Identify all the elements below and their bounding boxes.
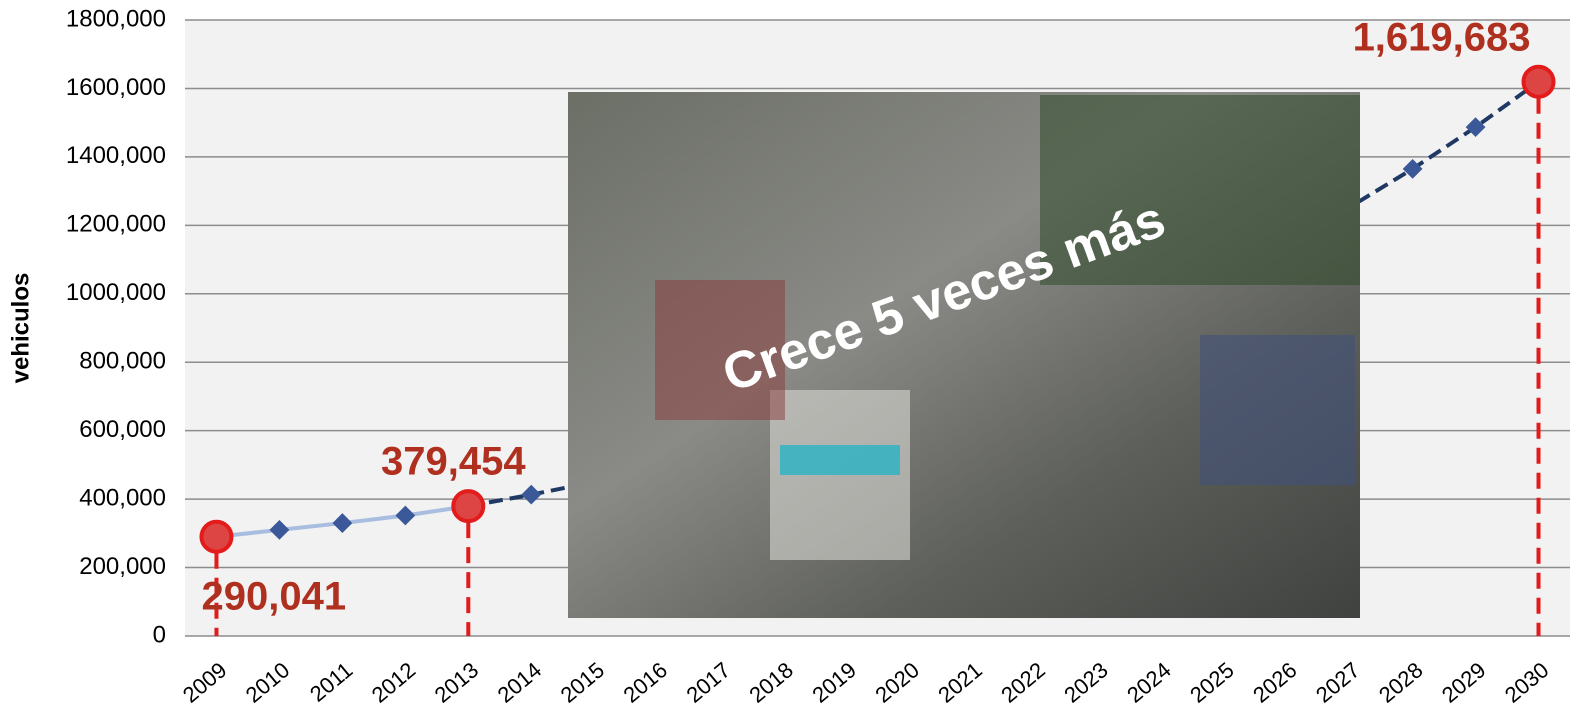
x-tick-label: 2020 bbox=[870, 657, 924, 708]
y-axis-label: vehiculos bbox=[7, 273, 34, 384]
y-tick-label: 1000,000 bbox=[66, 279, 166, 306]
photo: Crece 5 veces más bbox=[568, 92, 1360, 618]
highlight-marker bbox=[201, 522, 231, 552]
value-label: 379,454 bbox=[381, 440, 526, 484]
x-tick-label: 2026 bbox=[1248, 657, 1302, 708]
x-tick-label: 2022 bbox=[996, 657, 1050, 708]
x-tick-label: 2023 bbox=[1059, 657, 1113, 708]
y-tick-label: 1800,000 bbox=[66, 5, 166, 32]
highlight-marker bbox=[453, 491, 483, 521]
value-label: 1,619,683 bbox=[1353, 15, 1531, 59]
y-tick-label: 400,000 bbox=[79, 484, 166, 511]
x-tick-label: 2015 bbox=[556, 657, 610, 708]
y-tick-label: 200,000 bbox=[79, 553, 166, 580]
x-tick-label: 2028 bbox=[1374, 657, 1428, 708]
x-tick-label: 2027 bbox=[1311, 657, 1365, 708]
x-tick-label: 2029 bbox=[1437, 657, 1491, 708]
x-tick-label: 2030 bbox=[1500, 657, 1554, 708]
y-tick-label: 800,000 bbox=[79, 348, 166, 375]
highlight-marker bbox=[1524, 67, 1554, 97]
x-tick-label: 2019 bbox=[807, 657, 861, 708]
x-tick-label: 2010 bbox=[241, 657, 295, 708]
chart: Crece 5 veces más 290,041 379,454 1,619,68… bbox=[0, 0, 1585, 727]
x-tick-label: 2021 bbox=[933, 657, 987, 708]
x-tick-label: 2018 bbox=[744, 657, 798, 708]
x-tick-label: 2009 bbox=[178, 657, 232, 708]
y-tick-label: 0 bbox=[153, 621, 166, 648]
x-tick-label: 2012 bbox=[367, 657, 421, 708]
x-tick-label: 2014 bbox=[493, 657, 547, 708]
photo-bus-window bbox=[780, 445, 900, 475]
x-tick-label: 2016 bbox=[619, 657, 673, 708]
x-tick-label: 2025 bbox=[1185, 657, 1239, 708]
y-tick-label: 600,000 bbox=[79, 416, 166, 443]
value-label: 290,041 bbox=[201, 574, 346, 618]
x-tick-label: 2024 bbox=[1122, 657, 1176, 708]
y-tick-label: 1400,000 bbox=[66, 142, 166, 169]
photo-bus bbox=[1200, 335, 1355, 485]
x-tick-label: 2017 bbox=[681, 657, 735, 708]
y-tick-label: 1200,000 bbox=[66, 211, 166, 238]
y-tick-label: 1600,000 bbox=[66, 74, 166, 101]
x-tick-label: 2011 bbox=[305, 657, 357, 707]
x-tick-label: 2013 bbox=[430, 657, 484, 708]
